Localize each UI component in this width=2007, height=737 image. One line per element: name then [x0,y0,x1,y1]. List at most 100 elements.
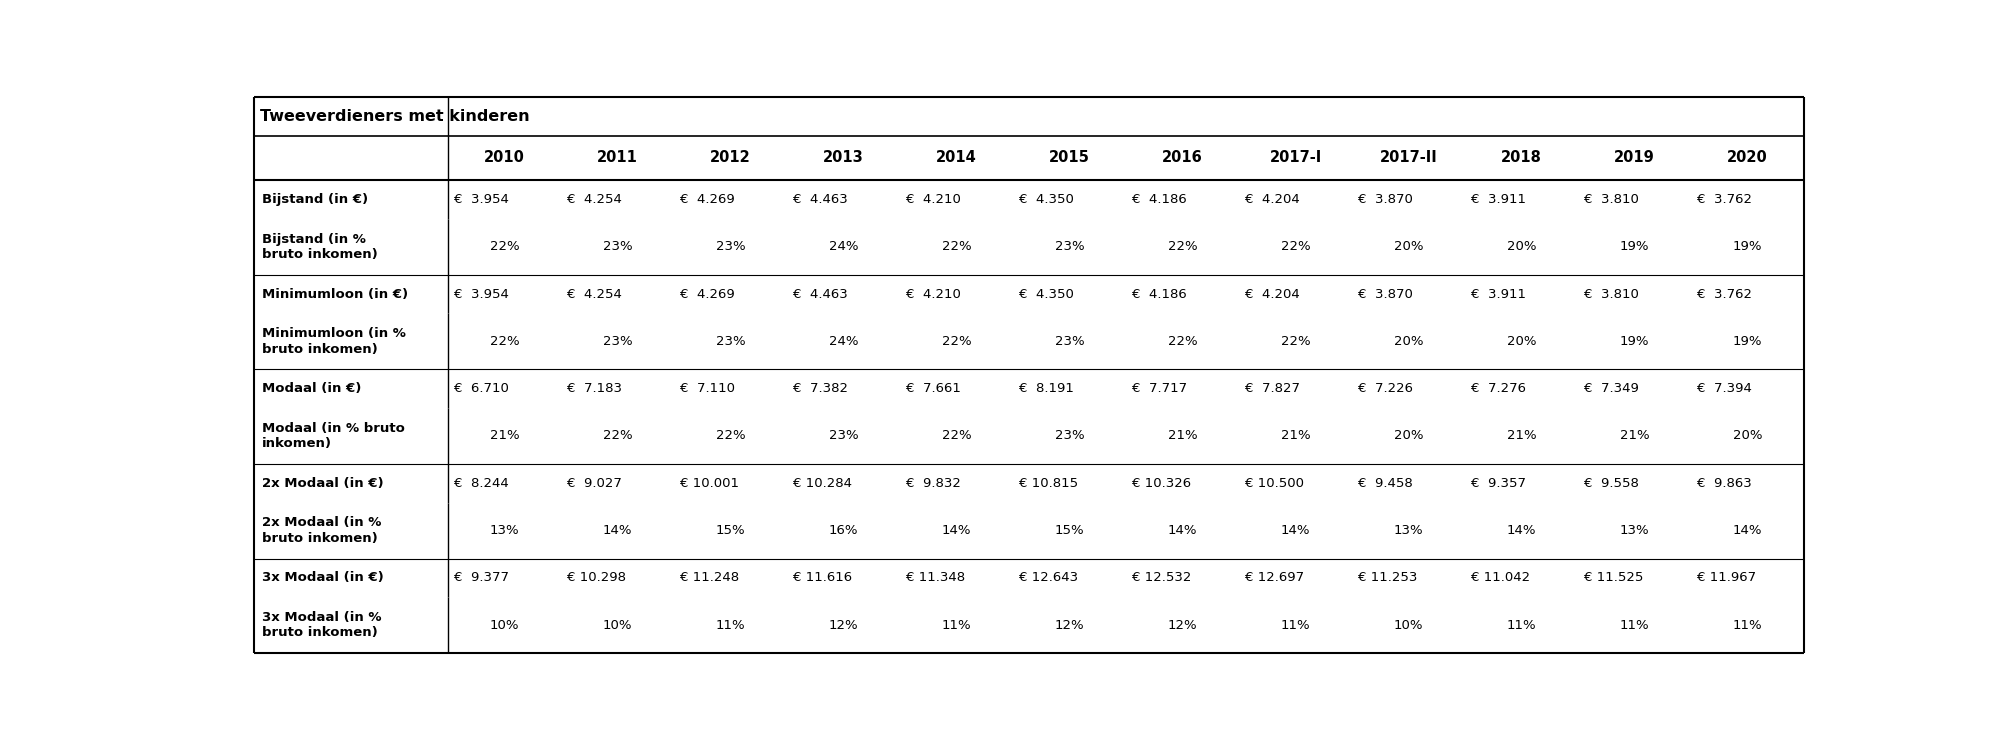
Text: Minimumloon (in €): Minimumloon (in €) [261,287,407,301]
Text: €  7.183: € 7.183 [566,383,622,395]
Text: 10%: 10% [1393,618,1423,632]
Text: €  9.832: € 9.832 [905,477,961,490]
Text: € 10.001: € 10.001 [680,477,739,490]
Text: € 10.284: € 10.284 [793,477,851,490]
Text: 12%: 12% [829,618,857,632]
Text: €  4.269: € 4.269 [680,287,735,301]
Text: €  9.558: € 9.558 [1584,477,1638,490]
Text: 2015: 2015 [1048,150,1090,165]
Text: €  4.186: € 4.186 [1132,287,1186,301]
Text: €  4.254: € 4.254 [566,287,622,301]
Text: 14%: 14% [1280,524,1311,537]
Text: 19%: 19% [1732,240,1762,254]
Text: Tweeverdieners met kinderen: Tweeverdieners met kinderen [261,109,530,124]
Text: €  4.210: € 4.210 [905,287,961,301]
Text: €  7.717: € 7.717 [1132,383,1186,395]
Text: 23%: 23% [602,335,632,348]
Text: 19%: 19% [1620,240,1648,254]
Text: 22%: 22% [1280,335,1311,348]
Text: €  9.377: € 9.377 [454,571,510,584]
Text: 11%: 11% [941,618,971,632]
Text: €  3.762: € 3.762 [1696,193,1752,206]
Text: 23%: 23% [714,240,745,254]
Text: 14%: 14% [1168,524,1196,537]
Text: €  7.394: € 7.394 [1696,383,1752,395]
Text: 23%: 23% [1054,240,1084,254]
Text: €  4.350: € 4.350 [1020,287,1074,301]
Text: €  4.463: € 4.463 [793,193,847,206]
Text: €  3.911: € 3.911 [1471,193,1525,206]
Text: 21%: 21% [1280,430,1311,442]
Text: 2x Modaal (in %
bruto inkomen): 2x Modaal (in % bruto inkomen) [261,517,381,545]
Text: 22%: 22% [941,430,971,442]
Text: 2018: 2018 [1501,150,1541,165]
Text: 22%: 22% [490,240,520,254]
Text: € 12.643: € 12.643 [1020,571,1078,584]
Text: €  3.810: € 3.810 [1584,193,1638,206]
Text: 21%: 21% [1168,430,1196,442]
Text: 23%: 23% [829,430,857,442]
Text: € 10.298: € 10.298 [566,571,626,584]
Text: €  4.254: € 4.254 [566,193,622,206]
Text: 20%: 20% [1505,335,1535,348]
Text: 2011: 2011 [596,150,638,165]
Text: 2010: 2010 [484,150,524,165]
Text: 2x Modaal (in €): 2x Modaal (in €) [261,477,383,490]
Text: 22%: 22% [1168,335,1196,348]
Text: €  4.186: € 4.186 [1132,193,1186,206]
Text: 20%: 20% [1393,240,1423,254]
Text: Bijstand (in %
bruto inkomen): Bijstand (in % bruto inkomen) [261,233,377,261]
Text: 12%: 12% [1168,618,1196,632]
Text: €  8.191: € 8.191 [1020,383,1074,395]
Text: 22%: 22% [941,240,971,254]
Text: €  7.349: € 7.349 [1584,383,1638,395]
Text: 22%: 22% [490,335,520,348]
Text: 23%: 23% [1054,335,1084,348]
Text: €  6.710: € 6.710 [454,383,508,395]
Text: € 11.348: € 11.348 [905,571,965,584]
Text: 14%: 14% [1732,524,1762,537]
Text: 22%: 22% [941,335,971,348]
Text: Minimumloon (in %
bruto inkomen): Minimumloon (in % bruto inkomen) [261,327,405,356]
Text: 24%: 24% [829,335,857,348]
Text: 2014: 2014 [935,150,975,165]
Text: 2019: 2019 [1614,150,1654,165]
Text: €  3.911: € 3.911 [1471,287,1525,301]
Text: 23%: 23% [602,240,632,254]
Text: €  9.027: € 9.027 [566,477,622,490]
Text: Modaal (in % bruto
inkomen): Modaal (in % bruto inkomen) [261,422,405,450]
Text: 21%: 21% [490,430,520,442]
Text: €  7.661: € 7.661 [905,383,961,395]
Text: € 11.042: € 11.042 [1471,571,1529,584]
Text: € 10.500: € 10.500 [1244,477,1305,490]
Text: 20%: 20% [1505,240,1535,254]
Text: €  7.827: € 7.827 [1244,383,1301,395]
Text: Modaal (in €): Modaal (in €) [261,383,361,395]
Text: €  4.204: € 4.204 [1244,287,1299,301]
Text: €  7.226: € 7.226 [1357,383,1413,395]
Text: 12%: 12% [1054,618,1084,632]
Text: € 11.525: € 11.525 [1584,571,1644,584]
Text: 23%: 23% [1054,430,1084,442]
Text: 16%: 16% [829,524,857,537]
Text: € 12.532: € 12.532 [1132,571,1190,584]
Text: 20%: 20% [1393,335,1423,348]
Text: 22%: 22% [1280,240,1311,254]
Text: 19%: 19% [1732,335,1762,348]
Text: 19%: 19% [1620,335,1648,348]
Text: € 11.253: € 11.253 [1357,571,1417,584]
Text: 21%: 21% [1620,430,1648,442]
Text: €  3.810: € 3.810 [1584,287,1638,301]
Text: 21%: 21% [1505,430,1535,442]
Text: 14%: 14% [941,524,971,537]
Text: 2020: 2020 [1726,150,1766,165]
Text: €  8.244: € 8.244 [454,477,508,490]
Text: 14%: 14% [602,524,632,537]
Text: €  3.762: € 3.762 [1696,287,1752,301]
Text: € 11.248: € 11.248 [680,571,739,584]
Text: €  9.458: € 9.458 [1357,477,1413,490]
Text: 20%: 20% [1732,430,1762,442]
Text: €  9.357: € 9.357 [1471,477,1525,490]
Text: 22%: 22% [602,430,632,442]
Text: €  7.382: € 7.382 [793,383,847,395]
